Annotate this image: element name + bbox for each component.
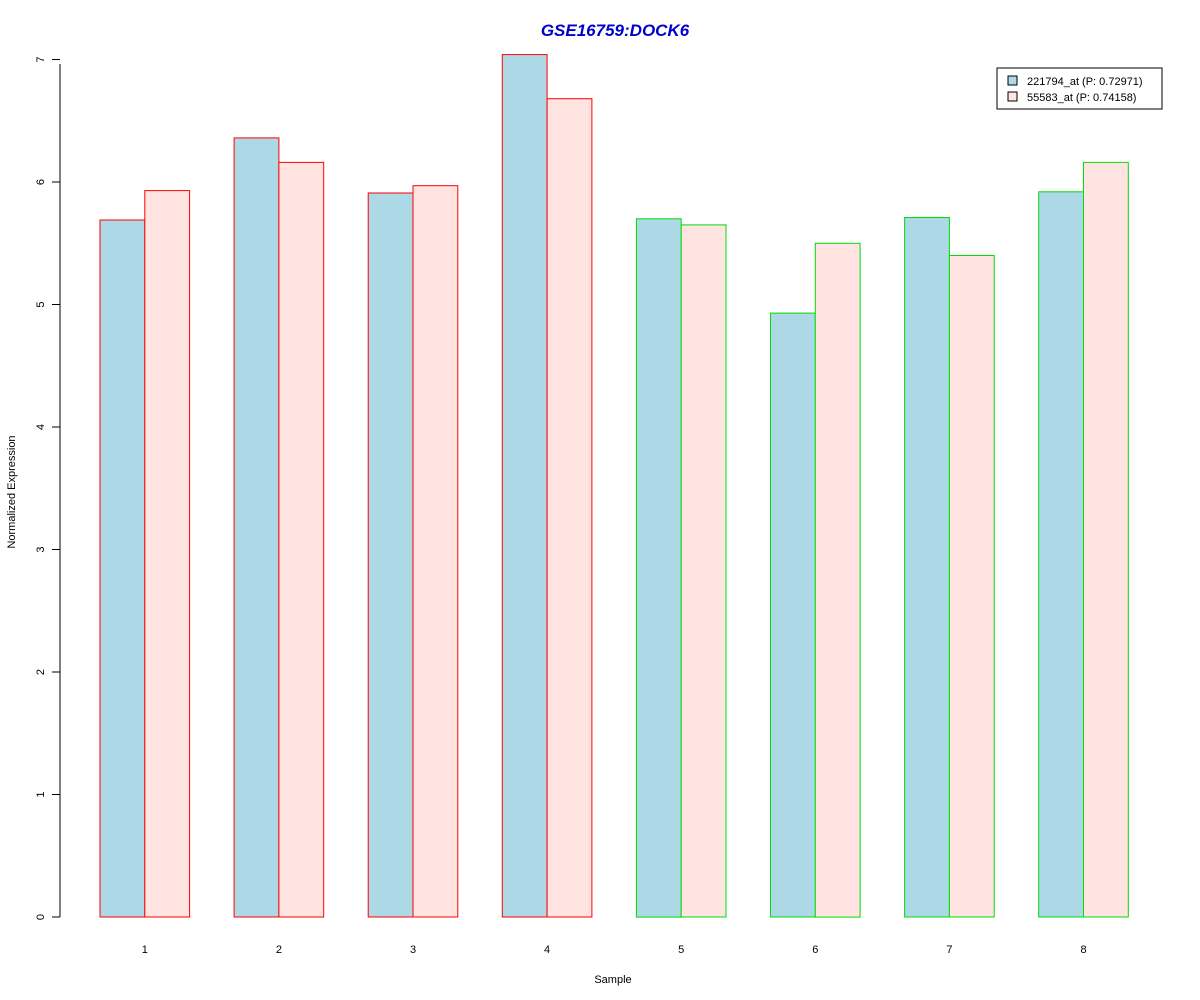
x-tick-label-3: 3: [410, 944, 416, 956]
legend-swatch-55583-at: [1007, 91, 1018, 102]
bar-221794-at-sample-3: [367, 192, 414, 918]
y-tick-label-1: 1: [35, 791, 47, 797]
y-tick-label-0: 0: [35, 914, 47, 920]
bar-55583-at-sample-8: [1083, 161, 1129, 918]
x-axis: 1 2 3 4 5 6 7 8: [142, 944, 1087, 956]
bar-221794-at-sample-2: [233, 137, 280, 918]
legend-swatch-221794-at: [1007, 75, 1018, 86]
legend-label-221794-at: 221794_at (P: 0.72971): [1027, 76, 1143, 88]
y-axis-label: Normalized Expression: [6, 435, 18, 548]
x-tick-label-6: 6: [812, 944, 818, 956]
y-tick-label-4: 4: [35, 424, 47, 430]
bar-221794-at-sample-1: [99, 219, 146, 918]
y-tick-label-7: 7: [35, 56, 47, 62]
legend-box: [996, 67, 1163, 110]
bar-55583-at-sample-6: [814, 242, 861, 918]
bar-221794-at-sample-6: [770, 312, 816, 918]
bar-55583-at-sample-3: [412, 185, 459, 918]
bar-55583-at-sample-4: [546, 98, 593, 918]
y-tick-label-6: 6: [35, 179, 47, 185]
chart-title: GSE16759:DOCK6: [541, 21, 690, 40]
bars-group: [99, 54, 1129, 918]
x-axis-label: Sample: [594, 974, 631, 986]
x-tick-label-8: 8: [1080, 944, 1086, 956]
x-tick-label-5: 5: [678, 944, 684, 956]
x-tick-label-7: 7: [946, 944, 952, 956]
y-tick-label-3: 3: [35, 546, 47, 552]
y-axis: 0 1 2 3 4 5 6 7: [35, 56, 61, 920]
bar-55583-at-sample-7: [948, 255, 995, 918]
y-tick-label-2: 2: [35, 669, 47, 675]
bar-55583-at-sample-5: [680, 224, 727, 918]
bar-221794-at-sample-5: [635, 218, 682, 918]
x-tick-label-1: 1: [142, 944, 148, 956]
x-tick-label-4: 4: [544, 944, 550, 956]
bar-221794-at-sample-7: [904, 217, 950, 918]
bar-55583-at-sample-1: [144, 190, 191, 918]
legend: 221794_at (P: 0.72971) 55583_at (P: 0.74…: [996, 67, 1163, 110]
bar-55583-at-sample-2: [278, 161, 325, 918]
y-tick-label-5: 5: [35, 301, 47, 307]
bar-221794-at-sample-4: [501, 54, 548, 918]
legend-label-55583-at: 55583_at (P: 0.74158): [1027, 92, 1136, 104]
x-tick-label-2: 2: [276, 944, 282, 956]
bar-221794-at-sample-8: [1038, 191, 1084, 918]
